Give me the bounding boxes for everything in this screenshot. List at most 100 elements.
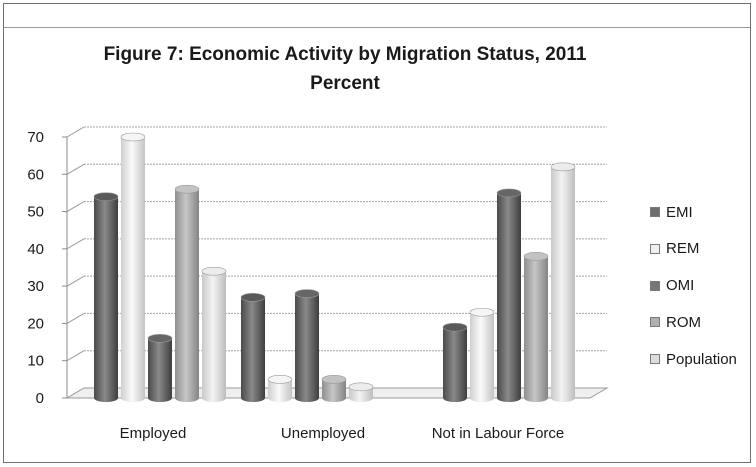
bar-omi-0	[147, 334, 173, 402]
gridline-depth	[66, 275, 85, 287]
bar-population-0	[201, 266, 227, 402]
bar-top	[174, 184, 200, 194]
bar-emi-0	[93, 192, 119, 402]
bar-emi-2	[442, 322, 468, 402]
legend-swatch-rem	[650, 243, 660, 254]
bar-rem-2	[469, 307, 495, 402]
bar-population-1	[348, 382, 374, 402]
y-tick-label: 50	[27, 204, 44, 221]
gridline-depth	[66, 312, 85, 324]
legend-item-emi: EMI	[650, 200, 737, 224]
bar-top	[550, 162, 576, 172]
y-tick-label: 60	[27, 166, 44, 183]
bar-base	[94, 394, 118, 402]
bar-top	[201, 266, 227, 276]
gridline-depth	[66, 350, 85, 362]
bar-base	[551, 394, 575, 402]
legend: EMI REM OMI ROM Population	[650, 200, 737, 384]
bar-base	[175, 394, 199, 402]
y-tick-label: 70	[27, 129, 44, 146]
bar-body	[443, 327, 467, 398]
bar-body	[551, 166, 575, 398]
x-tick-label: Not in Labour Force	[432, 425, 565, 442]
bar-rom-0	[174, 184, 200, 402]
bar-base	[121, 394, 145, 402]
chart-subtitle: Percent	[310, 73, 380, 94]
y-tick-label: 30	[27, 278, 44, 295]
bar-body	[322, 379, 346, 398]
bar-top	[321, 375, 347, 384]
x-axis-labels: Employed Unemployed Not in Labour Force	[120, 425, 565, 442]
bar-top	[469, 307, 495, 317]
bar-rom-2	[523, 252, 549, 402]
y-axis: 0 10 20 30 40 50 60 70	[27, 129, 68, 407]
bar-top	[120, 132, 146, 142]
bar-body	[121, 137, 145, 398]
bar-base	[148, 394, 172, 402]
bar-body	[470, 312, 494, 398]
legend-swatch-omi	[650, 280, 660, 291]
chart-title-block: Figure 7: Economic Activity by Migration…	[90, 40, 600, 98]
legend-label-rom: ROM	[666, 313, 701, 331]
bar-base	[470, 394, 494, 402]
legend-label-emi: EMI	[666, 203, 693, 221]
bar-body	[202, 271, 226, 398]
bar-rom-1	[321, 375, 347, 402]
bar-emi-1	[240, 293, 266, 402]
legend-label-population: Population	[666, 350, 737, 368]
bar-body	[175, 189, 199, 398]
legend-item-rom: ROM	[650, 310, 737, 334]
x-tick-label: Unemployed	[281, 425, 365, 442]
bar-base	[497, 394, 521, 402]
gridline-depth	[66, 126, 85, 138]
bar-base	[241, 394, 265, 402]
bar-top	[267, 375, 293, 384]
bar-top	[294, 289, 320, 298]
bar-top	[496, 188, 522, 198]
gridline-depth	[66, 238, 85, 250]
top-divider	[4, 27, 750, 28]
bar-rem-0	[120, 132, 146, 402]
bar-top	[240, 293, 266, 302]
bars	[93, 132, 576, 402]
bar-top	[147, 334, 173, 343]
bar-body	[241, 297, 265, 398]
legend-swatch-emi	[650, 207, 660, 217]
bar-base	[268, 394, 292, 402]
bar-body	[349, 386, 373, 398]
legend-item-rem: REM	[650, 237, 737, 261]
bar-top	[348, 382, 374, 392]
bar-body	[148, 338, 172, 398]
bar-body	[268, 379, 292, 398]
legend-label-omi: OMI	[666, 277, 695, 295]
bar-rem-1	[267, 375, 293, 402]
bar-body	[524, 256, 548, 398]
bar-base	[443, 394, 467, 402]
legend-item-omi: OMI	[650, 274, 737, 298]
bar-top	[442, 322, 468, 332]
bar-base	[322, 394, 346, 402]
bar-top	[93, 192, 119, 201]
x-tick-label: Employed	[120, 425, 187, 442]
bar-omi-2	[496, 188, 522, 402]
bar-top	[523, 252, 549, 261]
legend-label-rem: REM	[666, 240, 700, 258]
chart-title: Figure 7: Economic Activity by Migration…	[103, 44, 587, 65]
bar-base	[349, 394, 373, 402]
gridline-depth	[66, 163, 85, 175]
legend-swatch-rom	[650, 317, 660, 328]
legend-item-population: Population	[650, 347, 737, 371]
bar-population-2	[550, 162, 576, 402]
gridline-depth	[66, 201, 85, 213]
bar-body	[94, 196, 118, 398]
y-tick-label: 10	[27, 353, 44, 370]
bar-omi-1	[294, 289, 320, 402]
bar-base	[295, 394, 319, 402]
legend-swatch-population	[650, 354, 660, 365]
y-tick-label: 40	[27, 241, 44, 258]
bar-base	[202, 394, 226, 402]
y-tick-label: 0	[36, 390, 44, 407]
bar-base	[524, 394, 548, 402]
bar-body	[295, 293, 319, 398]
